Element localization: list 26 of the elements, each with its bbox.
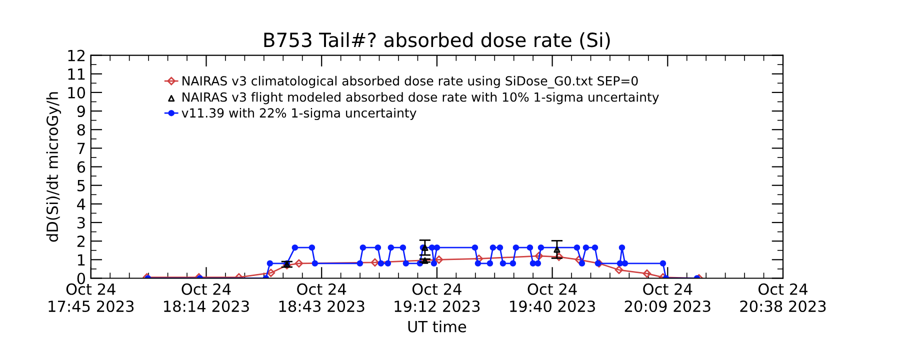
x-tick-label: Oct 24 20:09 2023 <box>624 283 710 312</box>
legend-label: v11.39 with 22% 1-sigma uncertainty <box>182 108 416 120</box>
y-tick-label: 9 <box>77 106 85 118</box>
y-tick-label: 4 <box>77 198 86 210</box>
x-tick-label: Oct 24 17:45 2023 <box>48 283 134 312</box>
y-tick-label: 1 <box>78 254 85 266</box>
x-axis-title: UT time <box>408 320 466 332</box>
y-tick-label: 11 <box>68 68 85 80</box>
y-tick-label: 2 <box>77 236 85 247</box>
x-tick-label: Oct 24 19:12 2023 <box>394 283 480 312</box>
x-tick-label: Oct 24 19:40 2023 <box>510 283 595 312</box>
y-tick-label: 3 <box>77 216 85 229</box>
legend-label: NAIRAS v3 climatological absorbed dose rate using SiDose_G0.txt SEP=0 <box>182 76 638 88</box>
y-tick-label: 7 <box>78 142 85 154</box>
y-tick-label: 0 <box>77 272 86 284</box>
y-axis-title: dD(Si)/dt microGy/h <box>46 92 62 242</box>
x-tick-label: Oct 24 18:43 2023 <box>279 283 364 312</box>
x-tick-label: Oct 24 18:14 2023 <box>164 283 249 312</box>
legend-label: NAIRAS v3 flight modeled absorbed dose rate with 10% 1-sigma uncertainty <box>182 92 659 104</box>
chart-title: B753 Tail#? absorbed dose rate (Si) <box>264 32 610 50</box>
y-tick-label: 5 <box>78 180 85 192</box>
y-tick-label: 12 <box>68 50 85 62</box>
y-tick-label: 6 <box>77 161 86 173</box>
y-tick-label: 10 <box>68 86 86 98</box>
y-tick-label: 8 <box>77 124 85 136</box>
x-tick-label: Oct 24 20:38 2023 <box>740 283 826 312</box>
